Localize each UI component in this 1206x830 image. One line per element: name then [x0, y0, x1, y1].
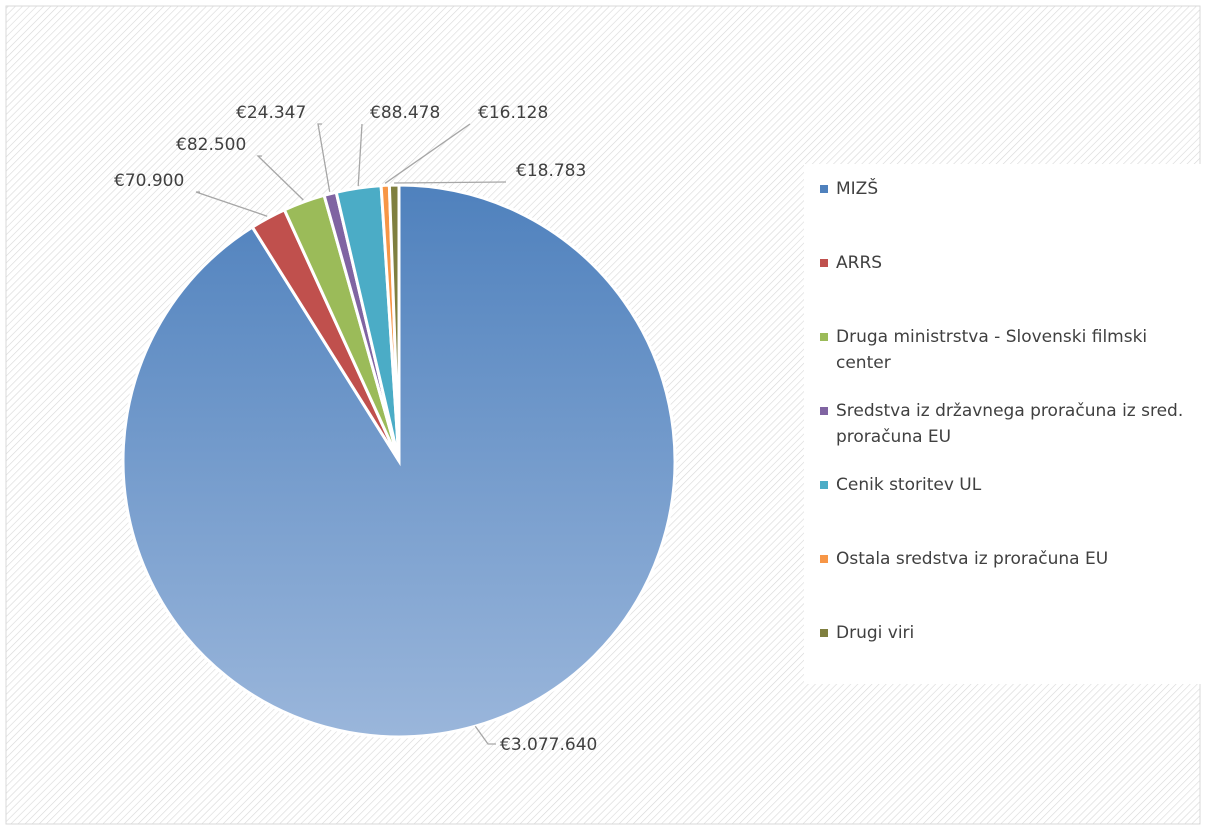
pie-slices: [121, 183, 677, 739]
legend-swatch: [820, 481, 828, 489]
legend-item-ostala-sredstva-eu: Ostala sredstva iz proračuna EU: [820, 546, 1192, 572]
pie-slice-drugi-viri: [387, 183, 401, 462]
legend: MIZŠ ARRS Druga ministrstva - Slovenski …: [804, 164, 1202, 684]
legend-swatch: [820, 629, 828, 637]
legend-swatch: [820, 185, 828, 193]
leader-lines: [195, 123, 507, 745]
data-label-drugi-viri: €18.783: [516, 161, 586, 181]
legend-swatch: [820, 407, 828, 415]
data-label-cenik-storitev: €88.478: [370, 103, 440, 123]
legend-item-cenik-storitev: Cenik storitev UL: [820, 472, 1192, 498]
legend-swatch: [820, 259, 828, 267]
legend-item-druga-ministrstva: Druga ministrstva - Slovenski filmski ce…: [820, 324, 1192, 376]
leader-line-sredstva-drzavni: [317, 123, 331, 192]
legend-label: Drugi viri: [836, 623, 915, 643]
leader-line-ostala-sredstva-eu: [384, 123, 471, 184]
data-label-druga-ministrstva: €82.500: [176, 135, 246, 155]
leader-line-drugi-viri: [394, 181, 507, 184]
legend-swatch: [820, 555, 828, 563]
data-label-arrs: €70.900: [114, 171, 184, 191]
leader-line-arrs: [195, 191, 268, 217]
legend-label: MIZŠ: [836, 179, 879, 199]
legend-label: Ostala sredstva iz proračuna EU: [836, 549, 1109, 569]
legend-swatch: [820, 333, 828, 341]
data-label-sredstva-drzavni: €24.347: [236, 103, 306, 123]
leader-line-druga-ministrstva: [256, 155, 304, 201]
legend-label: Sredstva iz državnega proračuna iz sred.…: [836, 401, 1184, 447]
legend-item-arrs: ARRS: [820, 250, 1192, 276]
leader-line-cenik-storitev: [357, 123, 363, 187]
legend-label: Cenik storitev UL: [836, 475, 982, 495]
data-label-mizs: €3.077.640: [500, 735, 597, 755]
data-labels: €3.077.640 €70.900 €82.500 €24.347 €88.478 €1…: [114, 103, 597, 755]
data-label-ostala-sredstva-eu: €16.128: [478, 103, 548, 123]
legend-item-sredstva-drzavni: Sredstva iz državnega proračuna iz sred.…: [820, 398, 1192, 450]
legend-item-drugi-viri: Drugi viri: [820, 620, 1192, 646]
legend-label: ARRS: [836, 253, 883, 273]
legend-label: Druga ministrstva - Slovenski filmski ce…: [836, 327, 1148, 373]
legend-item-mizs: MIZŠ: [820, 176, 1192, 202]
leader-line-mizs: [474, 725, 496, 745]
